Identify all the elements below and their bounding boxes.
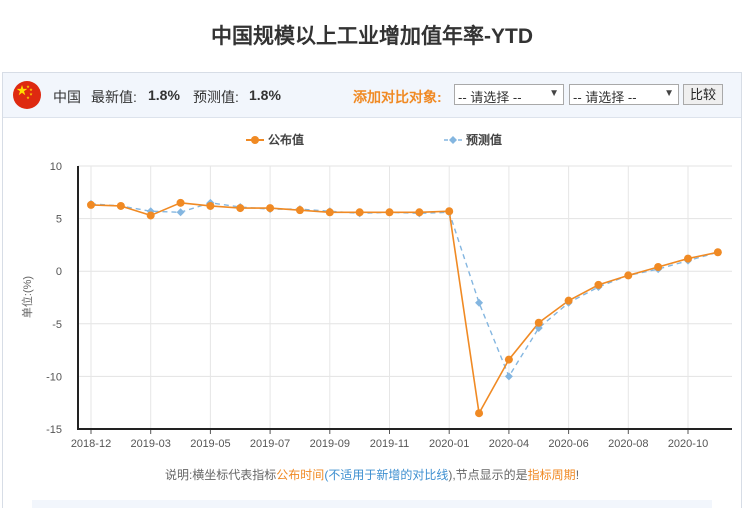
note-text-1: 说明:横坐标代表指标 (164, 468, 277, 482)
line-chart: 10 5 0 -5 -10 -15 2018-12 2019-03 2019-05 2019-07… (20, 132, 732, 450)
published-point (385, 208, 394, 217)
published-series-line (90, 202, 719, 416)
y-tick-label: 10 (50, 161, 62, 173)
published-point (355, 208, 364, 217)
published-point (475, 409, 484, 418)
note-text-3: ( (324, 468, 329, 482)
compare-button[interactable]: 比较 (683, 84, 723, 105)
published-point (415, 208, 424, 217)
published-point (445, 207, 454, 216)
latest-value: 1.8% (148, 87, 180, 103)
published-point (206, 201, 215, 210)
published-point (654, 262, 663, 271)
x-tick-label: 2020-08 (608, 438, 648, 450)
y-tick-label: -5 (52, 319, 62, 331)
note-text-5: ),节点显示的是 (448, 468, 528, 482)
legend-forecast-label: 预测值 (466, 132, 502, 147)
chevron-down-icon: ▼ (664, 88, 674, 99)
legend-forecast-marker (449, 136, 457, 144)
y-tick-label: -15 (46, 424, 62, 436)
x-tick-label: 2020-06 (548, 438, 588, 450)
legend-published-marker (251, 136, 259, 144)
note-text-4: 不适用于新增的对比线 (328, 468, 449, 482)
published-point (325, 208, 334, 217)
published-point (594, 280, 603, 289)
published-point (713, 248, 722, 257)
note-text-2: 公布时间 (276, 468, 325, 482)
chart-panel: 中国 最新值: 1.8% 预测值: 1.8% 添加对比对象: -- 请选择 --… (2, 72, 742, 508)
published-point (116, 201, 125, 210)
note-text-7: ! (575, 468, 580, 482)
x-tick-label: 2019-09 (310, 438, 350, 450)
forecast-point (475, 298, 484, 307)
x-tick-label: 2020-04 (489, 438, 529, 450)
forecast-series-line (90, 202, 719, 378)
x-tick-label: 2020-10 (668, 438, 708, 450)
country-name: 中国 (53, 89, 81, 105)
legend-published-label: 公布值 (268, 132, 304, 147)
x-tick-label: 2019-03 (131, 438, 171, 450)
published-point (87, 200, 95, 209)
chart-note: 说明:横坐标代表指标公布时间(不适用于新增的对比线),节点显示的是指标周期! (0, 466, 744, 483)
x-tick-label: 2019-11 (370, 438, 410, 450)
x-tick-label: 2019-05 (190, 438, 230, 450)
x-tick-label: 2018-12 (71, 438, 111, 450)
forecast-point (176, 208, 185, 217)
toolbar: 中国 最新值: 1.8% 预测值: 1.8% 添加对比对象: -- 请选择 --… (3, 73, 741, 118)
published-point (504, 355, 513, 364)
note-text-6: 指标周期 (527, 468, 576, 482)
bottom-bar (32, 500, 712, 508)
published-point (146, 211, 155, 220)
published-point (176, 198, 185, 207)
published-point (624, 271, 633, 280)
compare-select-1[interactable]: -- 请选择 -- ▼ (454, 84, 564, 105)
compare-select-1-value: -- 请选择 -- (458, 90, 522, 105)
x-tick-label: 2020-01 (429, 438, 469, 450)
compare-select-2[interactable]: -- 请选择 -- ▼ (569, 84, 679, 105)
forecast-value-label: 预测值: (193, 89, 239, 105)
published-point (266, 204, 275, 213)
forecast-value: 1.8% (249, 87, 281, 103)
latest-value-label: 最新值: (91, 89, 137, 105)
y-tick-label: -10 (46, 371, 62, 383)
chevron-down-icon: ▼ (549, 88, 559, 99)
published-point (236, 204, 245, 213)
page-title: 中国规模以上工业增加值年率-YTD (211, 25, 533, 48)
y-tick-label: 5 (56, 214, 62, 226)
y-tick-label: 0 (56, 266, 62, 278)
compare-label: 添加对比对象: (353, 89, 442, 105)
compare-select-2-value: -- 请选择 -- (573, 90, 637, 105)
published-point (295, 206, 304, 215)
china-flag-icon (13, 81, 41, 109)
forecast-point (504, 372, 513, 381)
published-point (534, 318, 543, 327)
published-point (684, 254, 692, 263)
published-point (564, 296, 573, 305)
y-axis-label: 单位:(%) (20, 276, 34, 318)
x-tick-label: 2019-07 (250, 438, 290, 450)
